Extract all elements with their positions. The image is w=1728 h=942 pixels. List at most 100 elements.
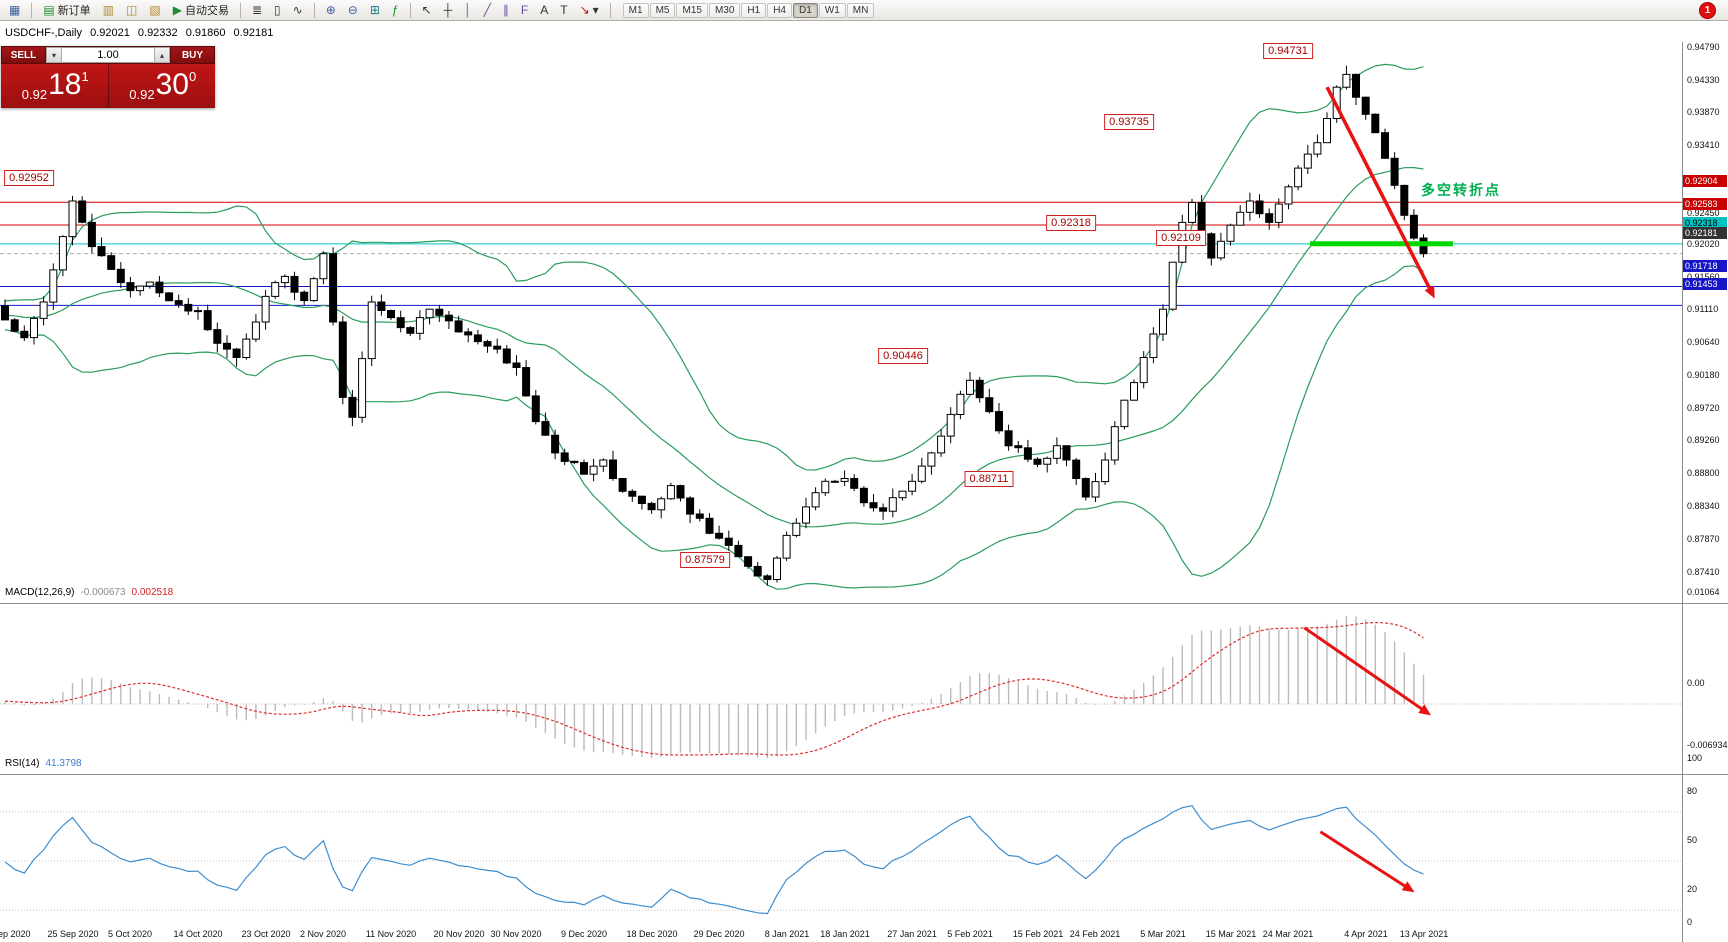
one-click-trading-panel: SELL ▾ 1.00 ▴ BUY 0.92 18 1 0.92 30 0 (1, 46, 215, 108)
sell-button[interactable]: SELL (1, 46, 46, 64)
timeframe-button-m1[interactable]: M1 (622, 2, 649, 18)
channel-icon: ∥ (502, 3, 509, 17)
timeframe-button-m5[interactable]: M5 (649, 2, 676, 18)
price-divider (107, 64, 109, 108)
navigator-icon: ▧ (149, 3, 161, 17)
chevron-down-icon: ▾ (592, 3, 599, 17)
tile-windows-icon: ⊞ (369, 3, 380, 17)
price-axis-divider (1682, 42, 1683, 942)
sell-price-base: 0.92 (21, 87, 48, 102)
tile-windows-button[interactable]: ⊞ (365, 1, 385, 19)
chart-title: USDCHF-,Daily (5, 27, 82, 39)
notification-badge[interactable]: 1 (1699, 1, 1716, 19)
autotrading-button[interactable]: ▶ 自动交易 (168, 0, 234, 20)
rsi-indicator-canvas[interactable] (0, 775, 1682, 942)
rsi-label: RSI(14) 41.3798 (5, 758, 82, 769)
new-order-icon: ▤ (43, 3, 55, 17)
fibonacci-icon: F (520, 3, 529, 17)
trendline-tool-button[interactable]: ╱ (479, 1, 496, 19)
autotrading-icon: ▶ (172, 3, 182, 17)
buy-button[interactable]: BUY (170, 46, 215, 64)
main-toolbar: ▦ ▤ 新订单 ▥ ◫ ▧ ▶ 自动交易 ≣ ▯ ∿ ⊕ ⊖ ⊞ ƒ ↖ ┼ │… (0, 0, 1728, 21)
new-order-label: 新订单 (57, 5, 91, 17)
macd-label: MACD(12,26,9) -0.000673 0.002518 (5, 587, 173, 598)
timeframe-button-m15[interactable]: M15 (676, 2, 708, 18)
panel-splitter[interactable] (0, 603, 1728, 604)
rsi-name: RSI(14) (5, 758, 40, 769)
macd-indicator-canvas[interactable] (0, 604, 1682, 774)
toolbar-separator (239, 2, 241, 18)
market-watch-icon: ▥ (102, 3, 115, 17)
line-chart-icon: ∿ (292, 3, 303, 17)
line-chart-button[interactable]: ∿ (288, 1, 308, 19)
bar-chart-icon: ≣ (251, 3, 263, 17)
rsi-value: 41.3798 (45, 758, 82, 769)
sell-price-button[interactable]: 0.92 18 1 (1, 64, 108, 108)
zoom-out-icon: ⊖ (347, 3, 358, 17)
shapes-tool-button[interactable]: ↘ ▾ (575, 1, 604, 19)
timeframe-button-w1[interactable]: W1 (818, 2, 846, 18)
label-icon: T (560, 3, 568, 17)
zoom-in-icon: ⊕ (325, 3, 336, 17)
trendline-icon: ╱ (483, 3, 491, 17)
label-tool-button[interactable]: T (555, 1, 572, 19)
chart-region (0, 21, 1728, 942)
navigator-button[interactable]: ▧ (144, 1, 165, 19)
fibonacci-tool-button[interactable]: F (516, 1, 533, 19)
cursor-icon: ↖ (421, 3, 432, 17)
macd-name: MACD(12,26,9) (5, 587, 75, 598)
sell-price-big: 18 (48, 68, 82, 101)
ohlc-low: 0.91860 (185, 27, 226, 39)
crosshair-icon: ┼ (443, 3, 453, 17)
timeframe-button-h4[interactable]: H4 (767, 2, 792, 18)
ohlc-open: 0.92021 (90, 27, 130, 39)
bar-chart-button[interactable]: ≣ (247, 1, 267, 19)
data-window-icon: ◫ (126, 3, 138, 17)
chart-window-button[interactable]: ▦ (4, 1, 25, 19)
ohlc-high: 0.92332 (137, 27, 178, 39)
toolbar-separator (31, 2, 33, 18)
text-icon: A (540, 3, 549, 17)
market-watch-button[interactable]: ▥ (98, 1, 119, 19)
chart-window-icon: ▦ (9, 3, 21, 17)
ohlc-close: 0.92181 (233, 27, 274, 39)
candlestick-chart-canvas[interactable] (0, 42, 1682, 603)
toolbar-separator (609, 2, 611, 18)
indicators-button[interactable]: ƒ (387, 1, 404, 19)
volume-decrease-button[interactable]: ▾ (46, 47, 62, 63)
macd-signal-value: 0.002518 (131, 587, 174, 598)
vertical-line-tool-button[interactable]: │ (459, 1, 477, 19)
timeframe-button-group: M1 M5 M15 M30 H1 H4 D1 W1 MN (622, 2, 875, 18)
zoom-out-button[interactable]: ⊖ (343, 1, 363, 19)
text-tool-button[interactable]: A (535, 1, 553, 19)
candlestick-chart-button[interactable]: ▯ (269, 1, 286, 19)
panel-splitter[interactable] (0, 774, 1728, 775)
buy-price-sup: 0 (188, 69, 197, 84)
candlestick-chart-icon: ▯ (274, 3, 281, 17)
sell-price-sup: 1 (81, 69, 89, 84)
data-window-button[interactable]: ◫ (121, 1, 142, 19)
crosshair-tool-button[interactable]: ┼ (439, 1, 458, 19)
chart-ohlc-header: USDCHF-,Daily 0.92021 0.92332 0.91860 0.… (5, 27, 278, 39)
volume-increase-button[interactable]: ▴ (154, 47, 170, 63)
volume-input[interactable]: 1.00 (62, 47, 154, 63)
autotrading-label: 自动交易 (184, 5, 229, 17)
volume-control: ▾ 1.00 ▴ (46, 46, 170, 64)
new-order-button[interactable]: ▤ 新订单 (38, 0, 95, 20)
timeframe-button-m30[interactable]: M30 (708, 2, 741, 18)
timeframe-button-h1[interactable]: H1 (741, 2, 767, 18)
arrow-shape-icon: ↘ (579, 3, 590, 17)
buy-price-button[interactable]: 0.92 30 0 (109, 64, 216, 108)
buy-price-base: 0.92 (129, 87, 155, 102)
macd-main-value: -0.000673 (80, 587, 126, 598)
toolbar-separator (409, 2, 411, 18)
indicators-icon: ƒ (391, 3, 399, 17)
cursor-tool-button[interactable]: ↖ (417, 1, 437, 19)
timeframe-button-d1[interactable]: D1 (792, 2, 818, 18)
channel-tool-button[interactable]: ∥ (498, 1, 514, 19)
zoom-in-button[interactable]: ⊕ (321, 1, 341, 19)
timeframe-button-mn[interactable]: MN (846, 2, 875, 18)
toolbar-separator (313, 2, 315, 18)
vertical-line-icon: │ (464, 3, 472, 17)
